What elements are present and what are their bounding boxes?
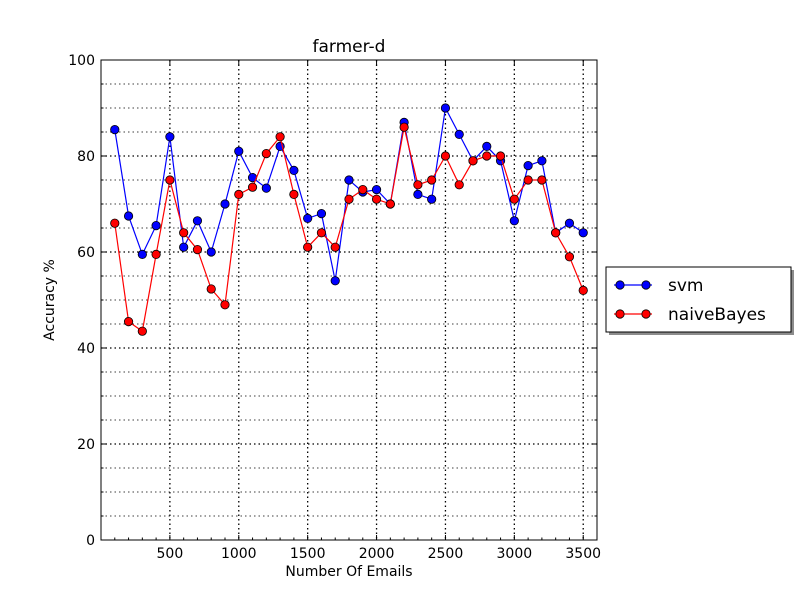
data-point: [509, 216, 519, 226]
legend-box: [605, 266, 792, 333]
x-tick-label: 500: [157, 546, 184, 562]
data-point: [564, 218, 575, 228]
data-point: [427, 194, 437, 204]
data-point: [220, 199, 230, 209]
data-point: [165, 175, 175, 185]
y-tick-label: 0: [86, 533, 95, 549]
data-point: [330, 242, 340, 252]
data-point: [206, 284, 216, 294]
data-point: [165, 132, 175, 142]
data-point: [192, 245, 203, 255]
data-point: [482, 141, 492, 151]
data-point: [537, 175, 547, 185]
data-point: [344, 175, 354, 185]
data-point: [509, 194, 519, 204]
x-tick-label: 2500: [428, 546, 464, 562]
legend-marker: [641, 309, 651, 319]
series-naiveBayes: [110, 122, 588, 336]
data-point: [371, 194, 382, 204]
data-point: [413, 189, 423, 199]
legend: svm naiveBayes: [605, 266, 794, 335]
data-point: [316, 228, 327, 238]
data-point: [151, 249, 161, 259]
data-point: [303, 242, 313, 252]
data-point: [399, 122, 409, 132]
data-point: [551, 228, 561, 238]
x-tick-label: 1000: [221, 546, 257, 562]
ticks: 500 1000 1500 2000 2500 3000 3500 0 20 40 60 80 100: [68, 53, 601, 562]
y-tick-label: 80: [77, 149, 95, 165]
legend-entry: svm: [614, 276, 703, 296]
data-point: [151, 221, 161, 231]
data-point: [578, 228, 588, 238]
data-point: [234, 189, 244, 199]
data-point: [110, 125, 120, 135]
data-point: [358, 185, 368, 195]
data-point: [179, 242, 189, 252]
legend-marker: [615, 309, 625, 319]
data-point: [275, 132, 285, 142]
data-point: [247, 182, 258, 192]
data-point: [179, 228, 189, 238]
data-point: [564, 252, 575, 262]
data-point: [137, 326, 147, 336]
x-tick-label: 3000: [497, 546, 533, 562]
data-point: [110, 218, 120, 228]
data-point: [454, 180, 464, 190]
series-svm: [110, 103, 588, 286]
data-point: [303, 213, 313, 223]
data-point: [495, 151, 506, 161]
data-point: [261, 183, 271, 193]
data-point: [482, 151, 492, 161]
data-point: [289, 189, 299, 199]
x-tick-label: 2000: [359, 546, 395, 562]
data-point: [206, 247, 216, 257]
y-tick-label: 20: [77, 437, 95, 453]
data-point: [289, 165, 299, 175]
legend-marker: [615, 280, 625, 290]
x-tick-label: 3500: [565, 546, 601, 562]
data-point: [523, 161, 533, 171]
data-point: [192, 216, 203, 226]
data-point: [344, 194, 354, 204]
data-point: [371, 185, 382, 195]
data-point: [234, 146, 244, 156]
data-point: [454, 129, 464, 139]
x-tick-label: 1500: [290, 546, 326, 562]
data-point: [468, 156, 478, 166]
data-point: [427, 175, 437, 185]
data-point: [261, 149, 271, 159]
legend-label: svm: [668, 276, 703, 296]
data-point: [440, 103, 451, 113]
x-axis-label: Number Of Emails: [285, 564, 412, 580]
data-point: [385, 199, 395, 209]
data-point: [220, 300, 230, 310]
data-point: [316, 209, 327, 219]
legend-marker: [641, 280, 651, 290]
data-point: [440, 151, 451, 161]
legend-entry: naiveBayes: [614, 305, 766, 325]
data-point: [578, 285, 588, 295]
data-point: [523, 175, 533, 185]
data-point: [413, 180, 423, 190]
data-point: [537, 156, 547, 166]
legend-label: naiveBayes: [668, 305, 766, 325]
series-layer: [110, 103, 588, 336]
y-tick-label: 60: [77, 245, 95, 261]
chart-title: farmer-d: [313, 37, 386, 57]
grid: [101, 60, 597, 540]
data-point: [123, 211, 134, 221]
data-point: [330, 276, 340, 286]
data-point: [123, 316, 134, 327]
data-point: [137, 249, 147, 259]
y-tick-label: 100: [68, 53, 95, 69]
y-tick-label: 40: [77, 341, 95, 357]
y-axis-label: Accuracy %: [42, 259, 58, 341]
